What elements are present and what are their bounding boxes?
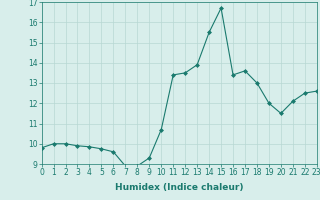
X-axis label: Humidex (Indice chaleur): Humidex (Indice chaleur) bbox=[115, 183, 244, 192]
